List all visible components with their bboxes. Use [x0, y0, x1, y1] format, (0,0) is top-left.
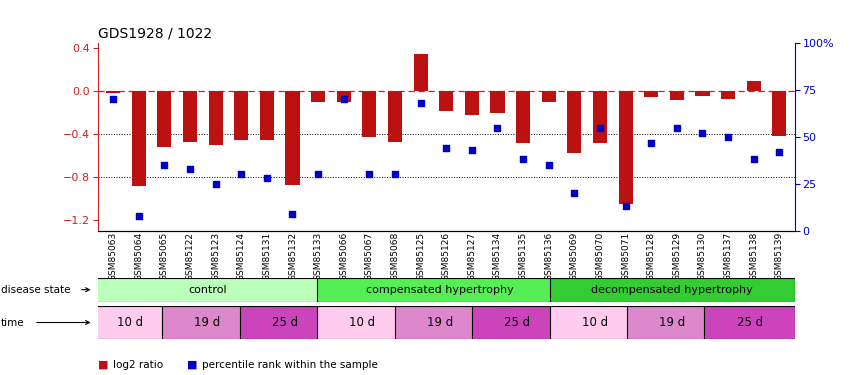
Point — [388, 171, 402, 177]
Bar — [670, 92, 684, 100]
Text: GDS1928 / 1022: GDS1928 / 1022 — [98, 27, 212, 40]
Bar — [337, 92, 351, 102]
Bar — [394, 306, 485, 339]
Point — [439, 145, 453, 151]
Point — [260, 175, 274, 181]
Point — [286, 211, 299, 217]
Bar — [549, 306, 640, 339]
Text: control: control — [188, 285, 227, 295]
Text: ■: ■ — [98, 360, 108, 369]
Text: 10 d: 10 d — [581, 316, 608, 329]
Bar — [260, 92, 274, 140]
Bar — [516, 92, 530, 143]
Point — [773, 149, 786, 155]
Bar — [705, 306, 795, 339]
Text: ■: ■ — [187, 360, 197, 369]
Point — [568, 190, 581, 196]
Point — [593, 124, 607, 130]
Bar — [132, 92, 146, 186]
Bar — [414, 54, 428, 92]
Bar — [311, 92, 326, 102]
Text: 25 d: 25 d — [272, 316, 298, 329]
Bar — [549, 278, 795, 302]
Point — [337, 96, 350, 102]
Bar — [619, 92, 632, 204]
Text: compensated hypertrophy: compensated hypertrophy — [366, 285, 513, 295]
Text: percentile rank within the sample: percentile rank within the sample — [202, 360, 378, 369]
Bar — [157, 92, 172, 147]
Bar — [472, 306, 563, 339]
Bar — [773, 92, 786, 136]
Point — [414, 100, 428, 106]
Text: 10 d: 10 d — [117, 316, 143, 329]
Bar — [235, 92, 248, 140]
Point — [747, 156, 761, 162]
Point — [695, 130, 709, 136]
Bar — [627, 306, 717, 339]
Bar — [439, 92, 453, 111]
Point — [157, 162, 171, 168]
Point — [363, 171, 377, 177]
Bar — [183, 92, 197, 142]
Bar — [317, 306, 407, 339]
Bar — [286, 92, 299, 184]
Text: 19 d: 19 d — [427, 316, 453, 329]
Point — [644, 140, 658, 146]
Point — [311, 171, 325, 177]
Bar — [490, 92, 505, 113]
Text: 25 d: 25 d — [504, 316, 530, 329]
Point — [490, 124, 504, 130]
Text: 10 d: 10 d — [349, 316, 376, 329]
Bar — [85, 306, 175, 339]
Bar — [362, 92, 377, 137]
Point — [235, 171, 248, 177]
Point — [542, 162, 556, 168]
Bar — [162, 306, 252, 339]
Point — [670, 124, 683, 130]
Bar — [541, 92, 556, 102]
Text: disease state: disease state — [1, 285, 71, 295]
Bar — [85, 278, 330, 302]
Point — [516, 156, 530, 162]
Bar — [240, 306, 330, 339]
Point — [465, 147, 479, 153]
Point — [106, 96, 120, 102]
Bar — [388, 92, 402, 142]
Bar — [106, 92, 120, 93]
Text: 19 d: 19 d — [195, 316, 221, 329]
Point — [722, 134, 735, 140]
Bar — [567, 92, 581, 153]
Point — [619, 203, 632, 209]
Text: decompensated hypertrophy: decompensated hypertrophy — [592, 285, 753, 295]
Bar — [746, 81, 761, 92]
Bar — [721, 92, 735, 99]
Text: 19 d: 19 d — [659, 316, 685, 329]
Bar — [317, 278, 563, 302]
Point — [209, 181, 223, 187]
Text: 25 d: 25 d — [736, 316, 762, 329]
Point — [132, 213, 145, 219]
Text: time: time — [1, 318, 25, 327]
Text: log2 ratio: log2 ratio — [113, 360, 163, 369]
Bar — [465, 92, 479, 115]
Bar — [644, 92, 658, 97]
Bar — [593, 92, 607, 143]
Bar — [208, 92, 223, 145]
Point — [184, 166, 197, 172]
Bar — [695, 92, 710, 96]
